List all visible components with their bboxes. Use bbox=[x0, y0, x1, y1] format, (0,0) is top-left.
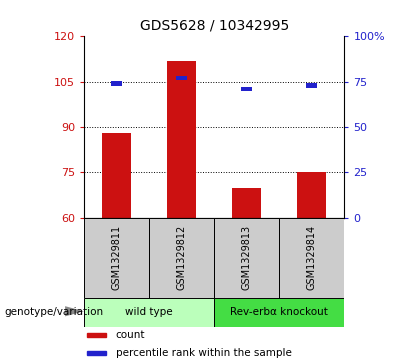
Bar bbox=[306, 83, 318, 87]
Title: GDS5628 / 10342995: GDS5628 / 10342995 bbox=[139, 19, 289, 32]
Bar bbox=[167, 61, 196, 218]
Bar bbox=[232, 188, 261, 218]
Bar bbox=[84, 218, 149, 298]
Text: wild type: wild type bbox=[125, 307, 173, 317]
Text: genotype/variation: genotype/variation bbox=[4, 307, 103, 317]
Bar bbox=[87, 351, 106, 355]
Text: GSM1329811: GSM1329811 bbox=[112, 225, 121, 290]
Bar bbox=[84, 298, 214, 327]
Bar bbox=[214, 218, 279, 298]
Bar bbox=[176, 76, 187, 80]
Text: count: count bbox=[116, 330, 145, 340]
Text: GSM1329812: GSM1329812 bbox=[177, 225, 186, 290]
Polygon shape bbox=[65, 306, 84, 316]
Bar bbox=[279, 218, 344, 298]
Text: Rev-erbα knockout: Rev-erbα knockout bbox=[230, 307, 328, 317]
Text: GSM1329814: GSM1329814 bbox=[307, 225, 317, 290]
Bar bbox=[87, 333, 106, 337]
Bar bbox=[149, 218, 214, 298]
Text: percentile rank within the sample: percentile rank within the sample bbox=[116, 348, 291, 358]
Bar bbox=[297, 172, 326, 218]
Text: GSM1329813: GSM1329813 bbox=[242, 225, 252, 290]
Bar bbox=[214, 298, 344, 327]
Bar bbox=[102, 133, 131, 218]
Bar bbox=[241, 87, 252, 91]
Bar bbox=[111, 81, 122, 86]
